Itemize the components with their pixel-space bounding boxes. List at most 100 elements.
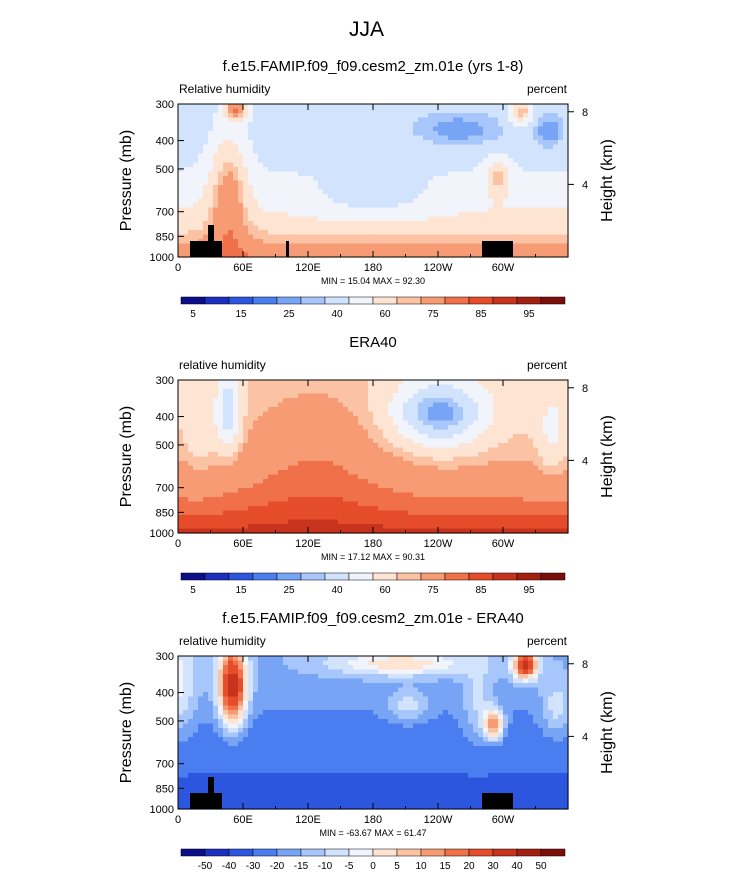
heatmap-cell xyxy=(208,198,214,204)
heatmap-cell xyxy=(558,239,564,245)
heatmap-cell xyxy=(313,474,319,480)
heatmap-cell xyxy=(488,234,494,240)
heatmap-cell xyxy=(273,234,279,240)
heatmap-cell xyxy=(203,194,209,200)
heatmap-cell xyxy=(428,189,434,195)
heatmap-cell xyxy=(258,212,264,218)
heatmap-cell xyxy=(353,185,359,191)
heatmap-cell xyxy=(273,438,279,444)
heatmap-cell xyxy=(218,221,224,227)
heatmap-cell xyxy=(468,140,474,146)
heatmap-cell xyxy=(543,104,549,110)
heatmap-cell xyxy=(323,203,329,209)
heatmap-cell xyxy=(428,180,434,186)
heatmap-cell xyxy=(468,465,474,471)
heatmap-cell xyxy=(183,194,189,200)
heatmap-cell xyxy=(408,225,414,231)
heatmap-cell xyxy=(423,176,429,182)
heatmap-cell xyxy=(218,447,224,453)
heatmap-cell xyxy=(378,221,384,227)
heatmap-cell xyxy=(363,252,369,258)
heatmap-cell xyxy=(418,122,424,128)
heatmap-cell xyxy=(353,216,359,222)
heatmap-cell xyxy=(268,506,274,512)
heatmap-cell xyxy=(188,483,194,489)
colorbar-swatch xyxy=(540,296,566,305)
heatmap-cell xyxy=(318,104,324,110)
heatmap-cell xyxy=(428,420,434,426)
heatmap-cell xyxy=(408,117,414,123)
heatmap-cell xyxy=(268,402,274,408)
heatmap-cell xyxy=(548,216,554,222)
heatmap-cell xyxy=(393,488,399,494)
heatmap-cell xyxy=(313,398,319,404)
heatmap-cell xyxy=(378,194,384,200)
heatmap-cell xyxy=(323,176,329,182)
heatmap-cell xyxy=(333,113,339,119)
heatmap-cell xyxy=(198,389,204,395)
heatmap-cell xyxy=(338,216,344,222)
heatmap-cell xyxy=(288,126,294,132)
heatmap-cell xyxy=(478,398,484,404)
heatmap-cell xyxy=(523,447,529,453)
heatmap-cell xyxy=(533,113,539,119)
heatmap-cell xyxy=(478,429,484,435)
heatmap-cell xyxy=(258,398,264,404)
heatmap-cell xyxy=(238,420,244,426)
heatmap-cell xyxy=(443,501,449,507)
heatmap-cell xyxy=(198,447,204,453)
heatmap-cell xyxy=(288,425,294,431)
heatmap-cell xyxy=(363,171,369,177)
heatmap-cell xyxy=(238,411,244,417)
heatmap-cell xyxy=(208,420,214,426)
heatmap-cell xyxy=(438,479,444,485)
heatmap-cell xyxy=(443,420,449,426)
heatmap-cell xyxy=(563,470,569,476)
heatmap-cell xyxy=(418,230,424,236)
heatmap-cell xyxy=(478,140,484,146)
heatmap-cell xyxy=(398,225,404,231)
heatmap-cell xyxy=(418,108,424,114)
heatmap-cell xyxy=(203,131,209,137)
heatmap-cell xyxy=(258,185,264,191)
heatmap-cell xyxy=(368,207,374,213)
heatmap-cell xyxy=(478,501,484,507)
heatmap-cell xyxy=(218,416,224,422)
heatmap-cell xyxy=(403,194,409,200)
heatmap-cell xyxy=(543,443,549,449)
heatmap-cell xyxy=(493,456,499,462)
heatmap-cell xyxy=(258,135,264,141)
heatmap-cell xyxy=(268,479,274,485)
heatmap-cell xyxy=(283,234,289,240)
heatmap-cell xyxy=(503,465,509,471)
heatmap-cell xyxy=(533,135,539,141)
heatmap-cell xyxy=(248,167,254,173)
heatmap-cell xyxy=(213,438,219,444)
heatmap-cell xyxy=(363,389,369,395)
heatmap-cell xyxy=(283,438,289,444)
heatmap-cell xyxy=(523,194,529,200)
heatmap-cell xyxy=(233,479,239,485)
heatmap-cell xyxy=(313,456,319,462)
heatmap-cell xyxy=(418,492,424,498)
heatmap-cell xyxy=(293,194,299,200)
heatmap-cell xyxy=(348,465,354,471)
heatmap-cell xyxy=(393,162,399,168)
heatmap-cell xyxy=(243,248,249,254)
heatmap-cell xyxy=(388,153,394,159)
heatmap-cell xyxy=(248,497,254,503)
heatmap-cell xyxy=(208,479,214,485)
heatmap-cell xyxy=(453,420,459,426)
heatmap-cell xyxy=(263,488,269,494)
heatmap-cell xyxy=(408,185,414,191)
colorbar-swatch xyxy=(420,296,446,305)
heatmap-cell xyxy=(213,483,219,489)
heatmap-cell xyxy=(388,117,394,123)
heatmap-cell xyxy=(508,425,514,431)
heatmap-cell xyxy=(443,216,449,222)
heatmap-cell xyxy=(253,434,259,440)
heatmap-cell xyxy=(483,488,489,494)
heatmap-cell xyxy=(528,203,534,209)
heatmap-cell xyxy=(293,239,299,245)
heatmap-cell xyxy=(328,393,334,399)
